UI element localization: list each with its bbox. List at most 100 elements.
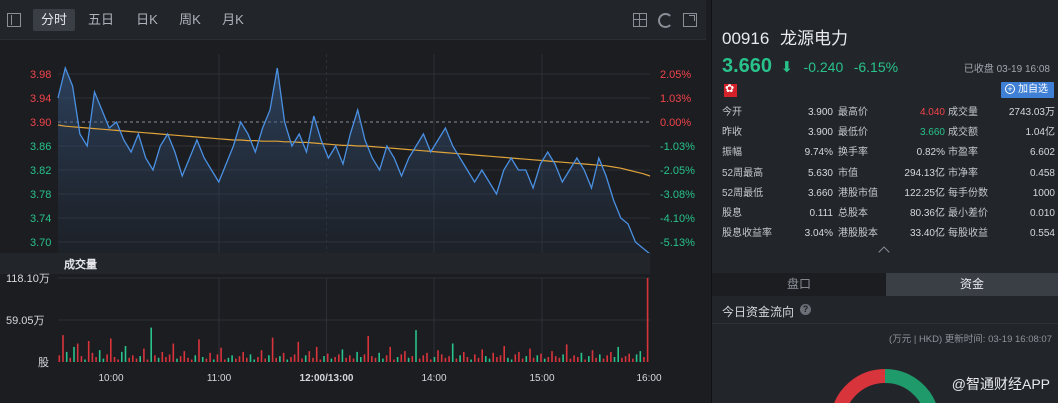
volume-bar [624,356,627,362]
volume-bar [352,358,355,362]
tab-monthly-k[interactable]: 月K [222,12,244,27]
sidebar-toggle-icon[interactable] [7,13,21,27]
capital-flow-title: 今日资金流向 [722,305,795,319]
volume-bar [87,341,90,362]
volume-bar [121,351,123,362]
price-tick: 3.82 [30,165,51,177]
volume-bar [389,346,391,362]
volume-bar [157,357,160,362]
average-line [57,124,651,177]
percent-tick: 0.00% [660,117,691,129]
refresh-icon[interactable] [658,13,673,28]
volume-bar [168,354,171,362]
quote-value: 80.36亿 [909,207,945,219]
quote-label: 52周最高 [722,167,764,179]
down-arrow-icon: ⬇ [780,59,794,76]
quote-label: 每股收益 [948,228,988,240]
volume-bar [76,343,79,362]
volume-bar [297,341,300,362]
volume-bar [279,356,281,362]
price-tick: 3.74 [30,213,51,225]
price-change-percent: -6.15% [853,59,899,75]
volume-bar [165,357,167,362]
volume-bar [565,344,568,362]
quote-value: 2743.03万 [1008,107,1055,118]
volume-bar [466,357,469,362]
volume-bar [62,335,64,362]
volume-bar [73,346,75,362]
volume-bar [282,352,285,362]
quote-row: 昨收 3.900 最低价 3.660 成交额 1.04亿 [722,126,1055,146]
volume-bar [407,357,410,362]
volume-bar [98,350,101,362]
divider [712,323,1058,324]
volume-bar [503,346,505,362]
volume-bar [474,354,476,362]
volume-bar [308,351,311,362]
watermark: @智通财经APP [951,376,1050,392]
expand-icon[interactable] [683,13,697,27]
volume-bar [569,358,572,362]
volume-bar [260,350,263,362]
volume-bar [521,358,524,362]
inflow-arc [834,369,886,403]
volume-bar [264,358,266,362]
quote-label: 市净率 [948,167,978,179]
volume-bar [338,354,340,362]
price-change: -0.240 [803,59,844,75]
volume-bar [102,358,105,362]
volume-bar [209,352,211,362]
volume-bar [400,354,403,362]
tab-daily-k[interactable]: 日K [136,12,158,27]
volume-bar [363,354,366,362]
volume-bar [179,356,182,362]
volume-bar [216,354,219,362]
volume-bar [326,353,329,362]
quote-value: 3.660 [919,127,945,139]
price-axis: 3.98 3.94 3.90 3.86 3.82 3.78 3.74 3.70 [30,69,51,249]
volume-bar [253,359,255,362]
intraday-chart[interactable]: 3.98 3.94 3.90 3.86 3.82 3.78 3.74 3.70 … [0,40,706,403]
volume-bar [448,356,450,362]
tab-five-day[interactable]: 五日 [87,12,114,27]
percent-tick: -3.08% [660,189,695,201]
add-watchlist-button[interactable]: + 加自选 [1001,82,1054,98]
volume-bar [451,343,454,362]
volume-bar [507,357,509,362]
volume-bar [621,357,623,362]
volume-header [0,253,650,274]
volume-bar [58,355,61,362]
quote-value: 0.554 [1029,228,1055,240]
tab-intraday[interactable]: 分时 [33,9,75,31]
volume-bar [194,355,197,362]
volume-bar [573,355,575,362]
quote-value: 1000 [1032,187,1055,199]
volume-bar [455,358,458,362]
time-tick: 16:00 [636,373,661,384]
percent-axis: 2.05% 1.03% 0.00% -1.03% -2.05% -3.08% -… [660,69,695,249]
volume-bar [492,352,494,362]
help-icon[interactable]: ? [800,304,811,315]
volume-bar [249,354,252,362]
volume-bar [477,357,480,362]
tab-order-book[interactable]: 盘口 [712,273,886,296]
quote-row: 52周最低 3.660 港股市值 122.25亿 每手份数 1000 [722,187,1055,207]
volume-bar [224,359,226,362]
volume-bar [341,349,344,362]
volume-bar [613,357,616,362]
volume-bar [139,356,141,362]
tab-capital[interactable]: 资金 [886,273,1058,296]
volume-bar [554,356,557,362]
chevron-up-icon[interactable] [878,246,890,258]
volume-bar [639,351,642,362]
tab-weekly-k[interactable]: 周K [179,12,201,27]
volume-bar [628,353,630,362]
volume-bar [235,358,237,362]
grid-layout-icon[interactable] [633,13,647,27]
volume-bar [367,336,369,362]
price-tick: 3.94 [30,93,51,105]
volume-bar [154,355,156,362]
volume-bar [201,357,204,362]
volume-bar [315,346,318,362]
volume-bar [588,356,590,362]
